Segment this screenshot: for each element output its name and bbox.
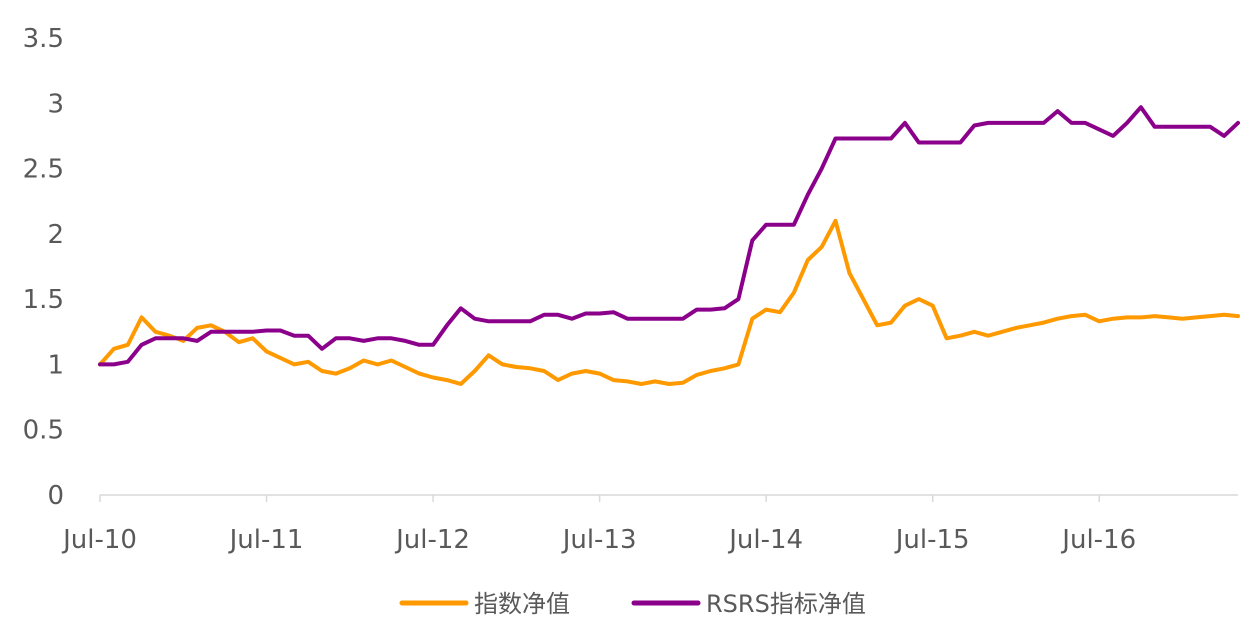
x-tick-label: Jul-10: [61, 525, 137, 555]
x-tick-label: Jul-15: [894, 525, 970, 555]
y-tick-label: 0.5: [23, 416, 64, 446]
y-axis: 0 0.5 1 1.5 2 2.5 3 3.5: [23, 24, 64, 511]
legend: 指数净值 RSRS指标净值: [399, 590, 866, 618]
series-line-1: [98, 105, 1240, 367]
x-tick-label: Jul-16: [1060, 525, 1136, 555]
legend-label: RSRS指标净值: [706, 590, 866, 618]
y-tick-label: 3.5: [23, 24, 64, 54]
legend-label: 指数净值: [474, 590, 570, 618]
x-tick-label: Jul-12: [394, 525, 470, 555]
x-tick-label: Jul-13: [561, 525, 637, 555]
y-tick-label: 2: [47, 220, 64, 250]
x-tick-label: Jul-14: [727, 525, 803, 555]
series-layer: [98, 105, 1240, 386]
y-tick-label: 2.5: [23, 155, 64, 185]
x-axis: Jul-10 Jul-11 Jul-12 Jul-13 Jul-14 Jul-15 Jul-…: [61, 494, 1238, 555]
series-line-0: [98, 218, 1240, 386]
y-tick-label: 1: [47, 350, 64, 380]
y-tick-label: 1.5: [23, 285, 64, 315]
y-tick-label: 0: [47, 481, 64, 511]
x-tick-label: Jul-11: [228, 525, 304, 555]
y-tick-label: 3: [47, 89, 64, 119]
